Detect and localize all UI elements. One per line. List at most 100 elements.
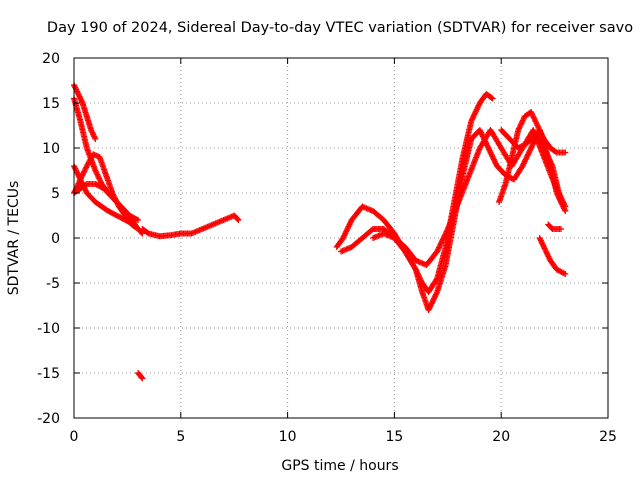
- data-point: [544, 250, 551, 257]
- data-point: [537, 127, 544, 134]
- y-tick-label: -10: [37, 321, 60, 337]
- data-point: [531, 115, 538, 122]
- data-point: [515, 125, 522, 132]
- data-point: [443, 228, 450, 235]
- y-tick-label: 5: [51, 186, 60, 202]
- data-point: [78, 173, 85, 180]
- data-point: [93, 168, 100, 175]
- data-point: [538, 130, 545, 137]
- data-point: [76, 179, 83, 186]
- y-tick-label: 20: [42, 51, 60, 67]
- data-point: [441, 233, 448, 240]
- data-point: [79, 171, 86, 178]
- data-point: [437, 240, 444, 247]
- y-axis-label: SDTVAR / TECUs: [6, 181, 22, 296]
- data-point: [517, 121, 524, 128]
- data-point: [92, 167, 99, 174]
- data-point: [74, 181, 81, 188]
- chart-title: Day 190 of 2024, Sidereal Day-to-day VTE…: [47, 20, 633, 36]
- data-point: [138, 374, 145, 381]
- data-point: [91, 134, 98, 141]
- data-point: [439, 237, 446, 244]
- data-point: [519, 117, 526, 124]
- data-point: [434, 247, 441, 254]
- data-point: [444, 227, 451, 234]
- x-tick-label: 20: [492, 429, 510, 445]
- data-point: [540, 244, 547, 250]
- data-point: [562, 271, 569, 277]
- x-tick-label: 5: [176, 429, 185, 445]
- data-point: [94, 172, 101, 179]
- data-point: [548, 161, 555, 168]
- data-point: [440, 235, 447, 242]
- data-point: [539, 133, 546, 140]
- data-point: [540, 242, 547, 249]
- data-point: [442, 229, 449, 236]
- data-point: [78, 175, 85, 182]
- data-point: [94, 171, 101, 178]
- data-point: [135, 217, 142, 223]
- series-arc-morning-high: [71, 82, 99, 142]
- data-point: [133, 216, 140, 223]
- data-point: [562, 149, 569, 156]
- data-point: [561, 200, 568, 207]
- data-point: [544, 252, 551, 259]
- data-point: [534, 122, 541, 129]
- data-point: [436, 244, 443, 251]
- data-point: [434, 248, 441, 255]
- data-point: [535, 125, 542, 132]
- x-axis-label: GPS time / hours: [281, 458, 398, 474]
- data-point: [533, 121, 540, 128]
- data-point: [520, 116, 527, 123]
- data-point: [558, 226, 565, 232]
- data-point: [438, 239, 445, 246]
- data-point: [516, 124, 523, 131]
- data-point: [536, 126, 543, 133]
- data-point: [97, 178, 104, 185]
- data-point: [488, 94, 495, 101]
- data-point: [489, 95, 496, 102]
- data-point: [139, 375, 146, 382]
- data-point: [442, 231, 449, 238]
- data-point: [235, 217, 242, 223]
- x-tick-label: 15: [385, 429, 403, 445]
- data-point: [95, 174, 102, 181]
- series-arc-evening-b: [498, 127, 565, 205]
- y-tick-label: 10: [42, 141, 60, 157]
- data-point: [433, 290, 440, 297]
- tick-layer: 0 5 10 15 20 25 -20 -15 -10 -5 0 5 10 15 20: [37, 51, 617, 445]
- data-point: [234, 216, 241, 223]
- data-point: [542, 248, 549, 255]
- data-point: [92, 136, 99, 142]
- data-point: [437, 241, 444, 248]
- data-point: [531, 117, 538, 124]
- data-point: [541, 245, 548, 252]
- x-tick-label: 25: [599, 429, 617, 445]
- series-arc-evening-d: [536, 235, 569, 277]
- data-point: [75, 180, 82, 187]
- data-point: [519, 118, 526, 125]
- data-point: [542, 246, 549, 253]
- series-arc-evening-c: [545, 221, 565, 232]
- data-point: [561, 202, 568, 209]
- series-arc-evening-a: [496, 109, 569, 205]
- y-tick-label: -5: [46, 276, 60, 292]
- data-point: [532, 118, 539, 125]
- data-point: [530, 114, 537, 121]
- data-point: [81, 168, 88, 175]
- y-tick-label: -20: [37, 411, 60, 427]
- data-point: [529, 111, 536, 118]
- data-point: [79, 172, 86, 179]
- series-arc-midmorning: [139, 212, 242, 240]
- data-point: [530, 113, 537, 120]
- x-tick-label: 10: [279, 429, 297, 445]
- data-point: [546, 254, 553, 261]
- data-point: [528, 109, 535, 115]
- y-tick-label: -15: [37, 366, 60, 382]
- data-point: [436, 243, 443, 250]
- data-point: [77, 176, 84, 183]
- data-point: [538, 131, 545, 138]
- series-arc-morning-b: [71, 163, 142, 232]
- data-point: [83, 164, 90, 171]
